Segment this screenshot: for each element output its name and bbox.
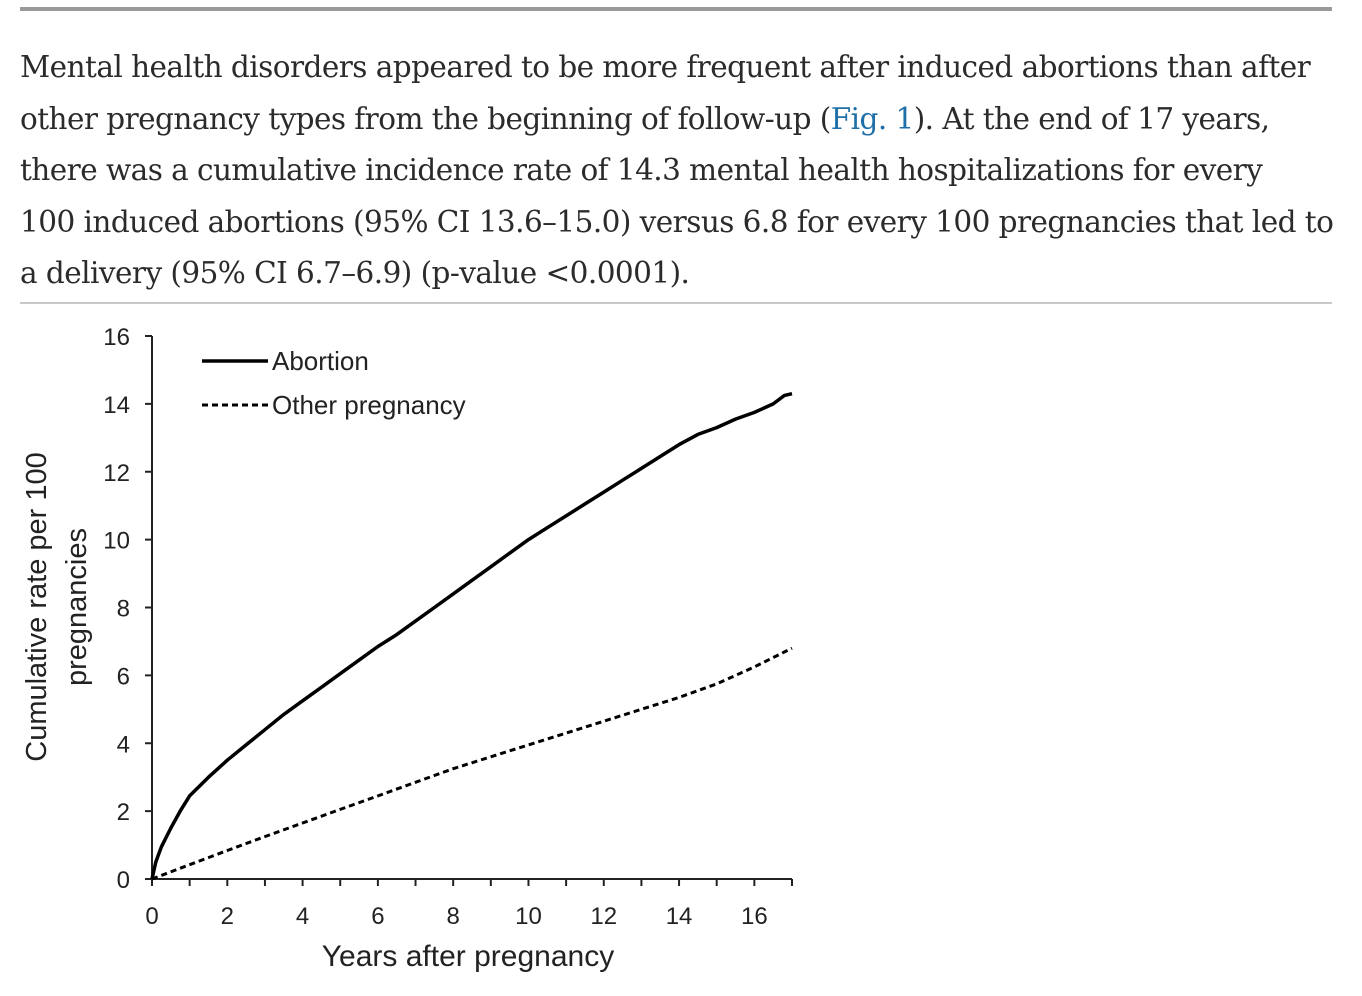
x-tick-label: 8 — [446, 903, 459, 930]
x-axis-label: Years after pregnancy — [322, 940, 614, 973]
y-axis-label-line-2: pregnancies — [61, 528, 93, 686]
paragraph-line-3: there was a cumulative incidence rate of… — [20, 153, 1263, 187]
paragraph-line-2-start: other pregnancy types from the beginning… — [20, 101, 831, 136]
x-tick-label: 4 — [296, 903, 309, 930]
series-line-abortion — [150, 391, 793, 880]
x-tick-label: 2 — [221, 903, 234, 930]
y-tick-label: 16 — [103, 324, 130, 351]
paragraph-line-5: a delivery (95% CI 6.7–6.9) (p-value <0.… — [20, 256, 690, 290]
paragraph-line-4: 100 induced abortions (95% CI 13.6–15.0)… — [20, 204, 1334, 239]
y-tick-label: 6 — [117, 663, 130, 690]
paragraph-line-2-end: ). At the end of 17 years, — [913, 101, 1270, 136]
x-tick-label: 14 — [666, 903, 693, 930]
top-rule — [20, 7, 1332, 11]
legend-label-abortion: Abortion — [272, 346, 369, 376]
section-divider — [20, 302, 1332, 304]
y-tick-label: 2 — [117, 799, 130, 826]
body-paragraph: Mental health disorders appeared to be m… — [20, 42, 1340, 300]
x-tick-label: 0 — [145, 903, 158, 930]
series-line-other-pregnancy — [151, 646, 793, 881]
y-tick-label: 8 — [117, 596, 130, 623]
x-tick-label: 12 — [590, 903, 617, 930]
y-tick-label: 12 — [103, 460, 130, 487]
paragraph-line-1: Mental health disorders appeared to be m… — [20, 50, 1311, 84]
paragraph-line-2: other pregnancy types from the beginning… — [20, 94, 1340, 146]
y-tick-label: 14 — [103, 392, 130, 419]
legend-label-other-pregnancy: Other pregnancy — [272, 390, 466, 420]
y-tick-label: 0 — [117, 867, 130, 894]
y-tick-label: 10 — [103, 528, 130, 555]
chart-legend: Abortion Other pregnancy — [202, 346, 466, 420]
y-tick-label: 4 — [117, 731, 130, 758]
axis-ticks: 0 2 4 6 8 10 12 14 16 0 2 4 6 8 10 12 14 16 — [103, 324, 793, 930]
y-axis-label-line-1: Cumulative rate per 100 — [21, 452, 53, 762]
figure-1-chart: 0 2 4 6 8 10 12 14 16 0 2 4 6 8 10 12 14 16 Abortion Othe… — [21, 324, 793, 973]
x-tick-label: 10 — [515, 903, 542, 930]
x-tick-label: 6 — [371, 903, 384, 930]
x-tick-label: 16 — [741, 903, 768, 930]
figure-1-link[interactable]: Fig. 1 — [830, 101, 915, 136]
